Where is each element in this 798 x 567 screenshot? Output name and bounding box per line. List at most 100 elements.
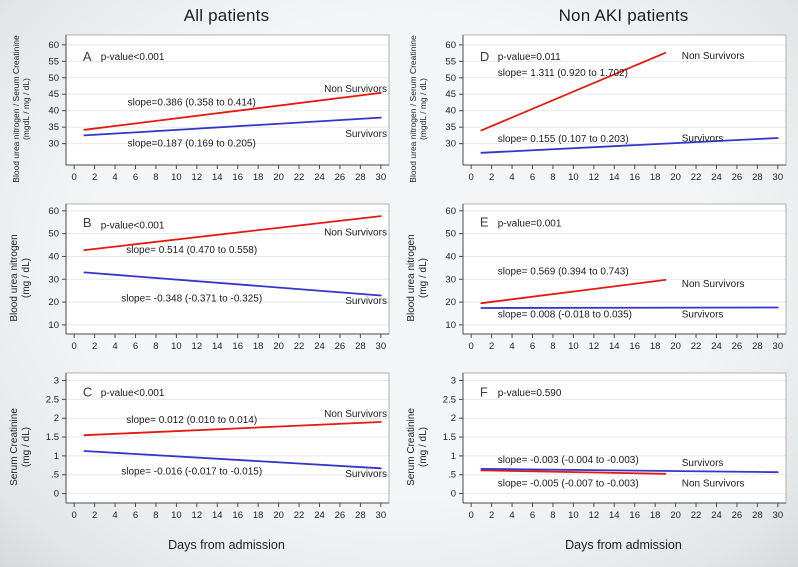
panel-E-y-tick-label: 10 (445, 320, 456, 331)
panel-B-x-tick-label: 28 (355, 341, 366, 352)
panel-F-plot: 0.511.522.530 2 4 6 8 10 12 14 16 18 20 22 24 26 28 30F… (443, 372, 787, 521)
panel-E-x-tick-label: 10 (568, 341, 579, 352)
x-axis-title-right: Days from admission (565, 538, 682, 552)
panel-D-series-label: Survivors (682, 134, 724, 145)
panel-C-x-tick-label: 24 (314, 510, 325, 521)
panel-C-p-value: p-value<0.001 (101, 388, 165, 399)
panel-E-y-tick-label: 50 (445, 229, 456, 240)
panel-E-x-tick-label: 24 (711, 341, 722, 352)
panel-D-series-line-survivors (480, 137, 779, 154)
panel-F-x-tick-label: 8 (550, 510, 555, 521)
y-axis-label-unit: (mgdL / mg / dL) (21, 77, 31, 141)
panel-B-x-tick-label: 22 (294, 341, 305, 352)
panel-E-y-tick-label: 60 (445, 206, 456, 217)
panel-A-p-value: p-value<0.001 (101, 52, 165, 63)
panel-B-x-tick-label: 18 (253, 341, 264, 352)
column-all-patients: All patients Blood urea nitrogen / Serum… (2, 5, 399, 567)
panel-C-y-tick-label: 3 (54, 376, 59, 387)
column-non-aki-patients: Non AKI patients Blood urea nitrogen / S… (399, 5, 796, 567)
panel-E-x-tick-label: 20 (670, 341, 681, 352)
panel-B-x-tick-label: 24 (314, 341, 325, 352)
panel-B-x-tick-label: 26 (335, 341, 346, 352)
panel-C-letter: C (83, 384, 92, 399)
panel-D-y-tick-label: 35 (445, 122, 456, 133)
panel-D-series-label: Non Survivors (682, 51, 745, 62)
panel-C-y-axis-label: Serum Creatinine (mg / dL) (2, 365, 40, 529)
panel-D-x-tick-label: 20 (670, 172, 681, 183)
panel-E-letter: E (480, 215, 489, 230)
panel-D-x-tick-label: 0 (469, 172, 474, 183)
panel-A-y-tick-label: 60 (48, 40, 59, 51)
panel-A-y-tick-label: 40 (48, 106, 59, 117)
panel-E-y-tick-label: 30 (445, 274, 456, 285)
panel-F-x-tick-label: 6 (530, 510, 535, 521)
panel-F-x-tick-label: 26 (732, 510, 743, 521)
panel-F-series-label: Survivors (682, 458, 724, 469)
panel-E-x-tick-label: 22 (691, 341, 702, 352)
panel-F-y-axis-label: Serum Creatinine (mg / dL) (399, 365, 437, 529)
panel-F-x-tick-label: 2 (489, 510, 494, 521)
panel-A-y-tick-label: 50 (48, 73, 59, 84)
panel-F-p-value: p-value=0.590 (498, 388, 562, 399)
panel-B-x-tick-label: 12 (192, 341, 203, 352)
panel-F-x-tick-label: 16 (629, 510, 640, 521)
panel-D-x-tick-label: 8 (550, 172, 555, 183)
panel-E-slope: slope= 0.008 (-0.018 to 0.035) (498, 309, 632, 320)
panel-F-plot-background (463, 373, 786, 503)
panel-F-slope: slope= -0.003 (-0.004 to -0.003) (498, 455, 639, 466)
panel-E-x-tick-label: 6 (530, 341, 535, 352)
panel-B-x-tick-label: 14 (212, 341, 223, 352)
panel-D-x-tick-label: 22 (691, 172, 702, 183)
panel-D-x-tick-label: 14 (609, 172, 620, 183)
panel-A-series-label: Non Survivors (324, 84, 387, 95)
panel-A-series-label: Survivors (345, 129, 387, 140)
panel-F-x-tick-label: 22 (691, 510, 702, 521)
panel-F-letter: F (480, 384, 488, 399)
panel-C-plot-background (66, 373, 389, 503)
panel-E-x-tick-label: 14 (609, 341, 620, 352)
panel-B-y-tick-label: 30 (48, 274, 59, 285)
panel-E-x-tick-label: 28 (752, 341, 763, 352)
panel-E-y-tick-label: 40 (445, 251, 456, 262)
panel-E-series-label: Survivors (682, 309, 724, 320)
panel-E-x-tick-label: 18 (650, 341, 661, 352)
panel-C-y-tick-label: 1.5 (46, 432, 59, 443)
panel-E-x-tick-label: 30 (773, 341, 784, 352)
panel-C-x-tick-label: 10 (171, 510, 182, 521)
panel-A-y-axis-label: Blood urea nitrogen / Serum Creatinine (… (2, 27, 40, 191)
y-axis-label-unit: (mg / dL) (418, 427, 429, 468)
panel-C-x-tick-label: 16 (232, 510, 243, 521)
panel-C-x-tick-label: 0 (72, 510, 77, 521)
panel-A-x-tick-label: 18 (253, 172, 264, 183)
panel-D-y-tick-label: 55 (445, 56, 456, 67)
y-axis-label-unit: (mg / dL) (21, 258, 32, 299)
panel-E-x-tick-label: 0 (469, 341, 474, 352)
panel-B-y-tick-label: 10 (48, 320, 59, 331)
panel-E-x-tick-label: 8 (550, 341, 555, 352)
y-axis-label-unit: (mg / dL) (21, 427, 32, 468)
panel-C-series-label: Non Survivors (324, 409, 387, 420)
panel-D-letter: D (480, 49, 489, 64)
panel-B-y-tick-label: 50 (48, 229, 59, 240)
panel-A-series-line-survivors (83, 116, 382, 137)
panel-F-y-tick-label: 0 (451, 489, 456, 500)
y-axis-label-text: Blood urea nitrogen / Serum Creatinine (407, 35, 418, 183)
panel-F-y-tick-label: 1.5 (443, 432, 456, 443)
panel-F-series-line-non-survivors (480, 469, 667, 475)
panel-F-y-tick-label: .5 (448, 470, 456, 481)
panel-F-x-tick-label: 24 (711, 510, 722, 521)
panel-A-x-tick-label: 6 (133, 172, 138, 183)
panel-E-x-tick-label: 2 (489, 341, 494, 352)
panel-F-x-tick-label: 0 (469, 510, 474, 521)
panel-D-p-value: p-value=0.011 (498, 52, 561, 63)
panel-F-series-label: Non Survivors (682, 478, 745, 489)
panel-A-x-tick-label: 26 (335, 172, 346, 183)
panel-D-slope: slope= 1.311 (0.920 to 1.702) (498, 68, 628, 79)
panel-B-series-label: Non Survivors (324, 228, 387, 239)
panel-A-x-tick-label: 12 (192, 172, 203, 183)
panel-F-x-tick-label: 10 (568, 510, 579, 521)
panel-A-y-tick-label: 55 (48, 56, 59, 67)
